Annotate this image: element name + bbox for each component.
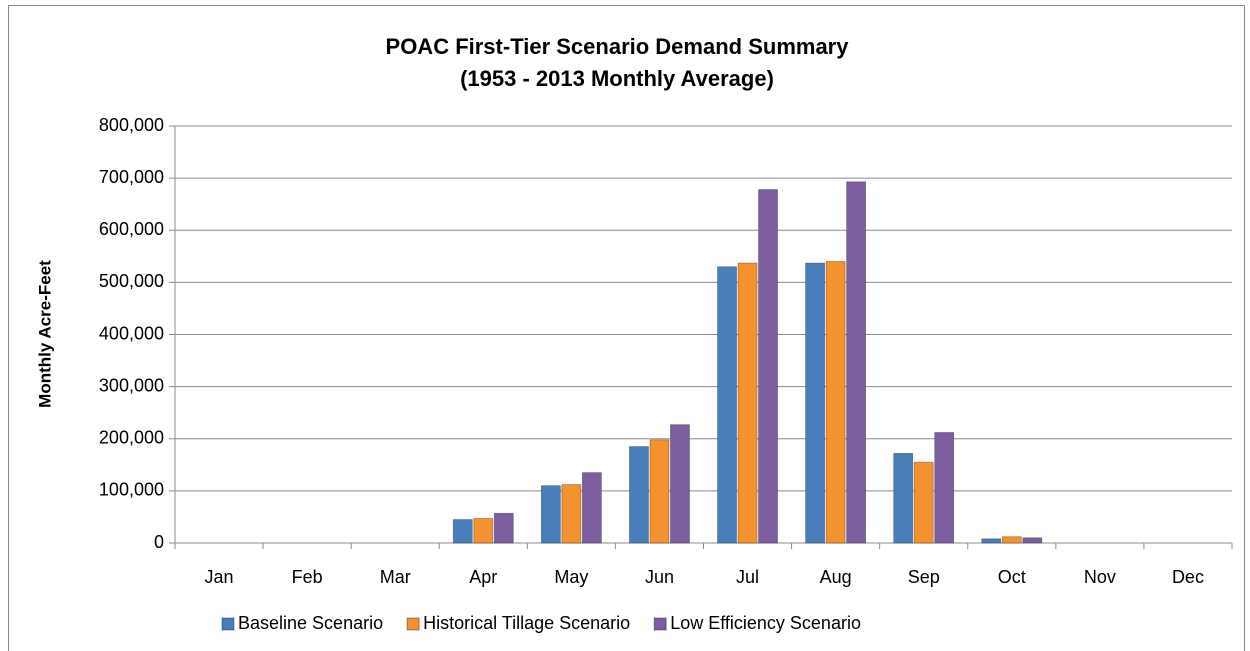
x-tick-label: Oct: [998, 567, 1026, 587]
bar: [825, 261, 846, 544]
bar: [581, 472, 602, 544]
bar: [893, 452, 914, 544]
bar: [805, 262, 826, 544]
y-tick-label: 800,000: [99, 115, 164, 135]
legend-marker: [406, 617, 420, 631]
bar: [717, 266, 737, 544]
bar: [846, 181, 867, 544]
x-tick-label: Dec: [1172, 567, 1204, 587]
bar: [737, 262, 758, 544]
bar: [1022, 537, 1043, 544]
y-tick-label: 300,000: [99, 375, 164, 395]
legend-marker: [653, 617, 667, 631]
x-tick-label: Sep: [908, 567, 940, 587]
legend-label: Historical Tillage Scenario: [423, 613, 630, 633]
x-tick-label: Feb: [292, 567, 323, 587]
x-tick-label: Mar: [380, 567, 411, 587]
chart-frame: [8, 5, 1245, 651]
bar: [629, 446, 649, 544]
chart-title: POAC First-Tier Scenario Demand Summary: [386, 34, 850, 59]
y-tick-label: 600,000: [99, 219, 164, 239]
bar: [1001, 536, 1022, 544]
bar: [649, 439, 670, 544]
legend-marker: [221, 617, 235, 631]
bar: [934, 432, 955, 544]
bar: [473, 518, 494, 544]
y-tick-label: 700,000: [99, 167, 164, 187]
x-tick-label: Aug: [820, 567, 852, 587]
y-axis-title: Monthly Acre-Feet: [35, 260, 54, 408]
bar: [758, 189, 778, 544]
chart-subtitle: (1953 - 2013 Monthly Average): [460, 66, 774, 91]
bar: [561, 484, 582, 544]
bar: [981, 538, 1002, 544]
x-tick-label: Nov: [1084, 567, 1116, 587]
legend-label: Low Efficiency Scenario: [670, 613, 861, 633]
y-tick-label: 0: [154, 532, 164, 552]
bar: [493, 512, 514, 544]
legend-label: Baseline Scenario: [238, 613, 383, 633]
bar: [670, 424, 690, 544]
x-tick-label: Jul: [736, 567, 759, 587]
y-tick-label: 500,000: [99, 271, 164, 291]
bar: [913, 461, 934, 544]
bar: [452, 519, 473, 544]
x-tick-label: Jun: [645, 567, 674, 587]
x-tick-label: Jan: [205, 567, 234, 587]
y-tick-label: 100,000: [99, 480, 164, 500]
y-tick-label: 200,000: [99, 428, 164, 448]
bar: [540, 485, 561, 544]
x-tick-label: Apr: [469, 567, 497, 587]
y-tick-label: 400,000: [99, 323, 164, 343]
x-tick-label: May: [554, 567, 588, 587]
